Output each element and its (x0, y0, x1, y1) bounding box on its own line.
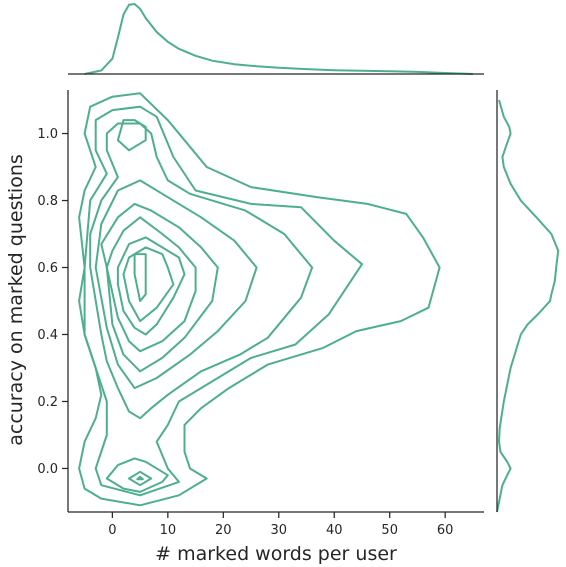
contour-level-6 (105, 216, 197, 353)
contour-level-13 (136, 475, 144, 481)
contour-level-4 (94, 179, 258, 390)
contour-level-7 (116, 236, 186, 336)
contour-level-3 (89, 122, 314, 420)
y-tick-label: 0.0 (37, 462, 58, 477)
y-tick-label: 0.2 (37, 395, 58, 410)
x-tick-label: 60 (437, 523, 454, 538)
x-tick-label: 0 (108, 523, 116, 538)
x-tick-label: 20 (215, 523, 232, 538)
right-marginal-density (496, 90, 560, 513)
contour-level-8 (122, 246, 175, 323)
x-axis-label: # marked words per user (155, 543, 397, 565)
x-tick-label: 40 (326, 523, 343, 538)
top-marginal-density (68, 2, 484, 75)
contour-level-12 (128, 470, 153, 487)
contour-level-5 (100, 202, 219, 373)
joint-plot-area (78, 92, 441, 507)
contour-level-10 (116, 119, 147, 152)
right-marginal-curve (496, 99, 560, 513)
contour-level-2 (83, 105, 363, 497)
x-tick-label: 30 (270, 523, 287, 538)
y-tick-label: 0.6 (37, 261, 58, 276)
top-marginal-curve (84, 2, 473, 75)
y-axis-label: accuracy on marked questions (5, 154, 27, 446)
y-tick-label: 1.0 (37, 127, 58, 142)
contour-level-11 (105, 457, 169, 493)
y-tick-label: 0.4 (37, 328, 58, 343)
x-tick-label: 10 (160, 523, 177, 538)
x-tick-label: 50 (381, 523, 398, 538)
axes: 0 10 20 30 40 50 60 0.0 0.2 0.4 0.6 0.8 1.0 (37, 90, 484, 538)
y-tick-label: 0.8 (37, 194, 58, 209)
contour-level-9 (133, 253, 147, 302)
contour-level-1 (78, 92, 441, 507)
